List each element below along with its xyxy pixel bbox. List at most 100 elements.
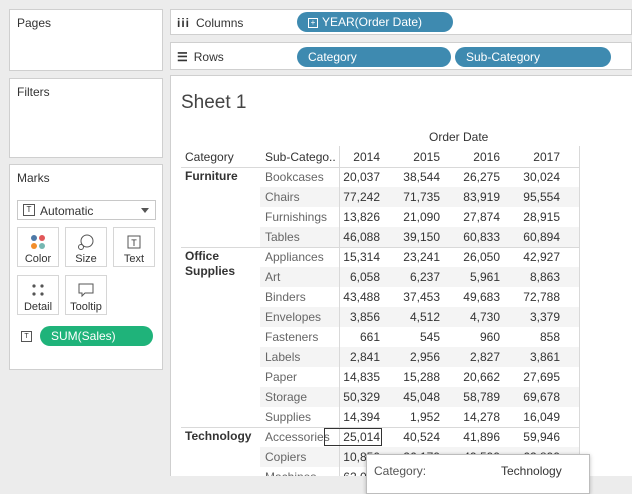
rows-shelf[interactable]: ☰ Rows Category Sub-Category [170,42,632,70]
sales-cell[interactable]: 858 [539,330,560,344]
sub-category-header[interactable]: Sub-Catego.. [265,150,336,164]
sub-category-pill[interactable]: Sub-Category [455,47,611,67]
sales-cell[interactable]: 5,961 [469,270,500,284]
sales-cell[interactable]: 60,833 [463,230,500,244]
rows-label: Rows [193,50,224,64]
sales-cell[interactable]: 6,058 [349,270,380,284]
sales-cell[interactable]: 14,278 [463,410,500,424]
sales-cell[interactable]: 661 [359,330,380,344]
year-header[interactable]: 2014 [353,150,380,164]
sales-cell[interactable]: 4,512 [409,310,440,324]
color-button[interactable]: Color [17,227,59,267]
sales-cell[interactable]: 28,915 [523,210,560,224]
sub-category-label[interactable]: Furnishings [265,210,328,224]
sales-cell[interactable]: 23,241 [403,250,440,264]
sub-category-label[interactable]: Supplies [265,410,312,424]
sales-cell[interactable]: 26,050 [463,250,500,264]
sales-cell[interactable]: 46,088 [343,230,380,244]
category-label[interactable]: Office Supplies [185,249,236,278]
sales-cell[interactable]: 15,288 [403,370,440,384]
sales-cell[interactable]: 2,956 [409,350,440,364]
sheet-view[interactable]: Sheet 1 Order Date Category Sub-Catego.. 2… [170,75,632,476]
sales-cell[interactable]: 59,946 [523,430,560,444]
sales-cell[interactable]: 69,678 [523,390,560,404]
sales-cell[interactable]: 40,524 [403,430,440,444]
year-header[interactable]: 2015 [413,150,440,164]
category-label[interactable]: Furniture [185,169,238,183]
sales-cell[interactable]: 15,314 [343,250,380,264]
sales-cell[interactable]: 545 [419,330,440,344]
sales-cell[interactable]: 16,049 [523,410,560,424]
sub-category-label[interactable]: Machines [265,470,316,476]
sub-category-label[interactable]: Accessories [265,430,330,444]
sales-cell[interactable]: 4,730 [469,310,500,324]
sales-cell[interactable]: 42,927 [523,250,560,264]
sales-cell[interactable]: 43,488 [343,290,380,304]
sales-cell[interactable]: 50,329 [343,390,380,404]
sales-cell[interactable]: 14,394 [343,410,380,424]
sales-cell[interactable]: 60,894 [523,230,560,244]
sales-cell[interactable]: 45,048 [403,390,440,404]
sales-cell[interactable]: 38,544 [403,170,440,184]
sales-cell[interactable]: 27,695 [523,370,560,384]
sales-cell[interactable]: 39,150 [403,230,440,244]
sales-cell[interactable]: 3,861 [529,350,560,364]
sales-cell[interactable]: 27,874 [463,210,500,224]
sales-cell[interactable]: 21,090 [403,210,440,224]
sum-sales-pill[interactable]: SUM(Sales) [40,326,153,346]
sub-category-label[interactable]: Appliances [265,250,324,264]
sales-cell[interactable]: 6,237 [409,270,440,284]
sales-cell[interactable]: 83,919 [463,190,500,204]
sub-category-label[interactable]: Binders [265,290,306,304]
sub-category-label[interactable]: Copiers [265,450,307,464]
sales-cell[interactable]: 960 [479,330,500,344]
detail-button[interactable]: Detail [17,275,59,315]
sales-cell[interactable]: 95,554 [523,190,560,204]
size-button[interactable]: Size [65,227,107,267]
sales-cell[interactable]: 20,662 [463,370,500,384]
sales-cell[interactable]: 14,835 [343,370,380,384]
sales-cell[interactable]: 30,024 [523,170,560,184]
year-header[interactable]: 2017 [533,150,560,164]
category-label[interactable]: Technology [185,429,252,443]
sales-cell[interactable]: 71,735 [403,190,440,204]
sales-cell[interactable]: 2,827 [469,350,500,364]
category-pill[interactable]: Category [297,47,451,67]
filters-panel[interactable]: Filters [9,78,163,158]
header-divider [181,167,579,168]
selected-sales-cell[interactable]: 25,014 [324,428,382,446]
pages-panel[interactable]: Pages [9,9,163,71]
sales-cell[interactable]: 77,242 [343,190,380,204]
sales-cell[interactable]: 58,789 [463,390,500,404]
sales-cell[interactable]: 2,841 [349,350,380,364]
filters-title: Filters [17,85,50,99]
sub-category-label[interactable]: Storage [265,390,308,404]
sub-category-label[interactable]: Labels [265,350,301,364]
sales-cell[interactable]: 37,453 [403,290,440,304]
sub-category-label[interactable]: Art [265,270,281,284]
sales-cell[interactable]: 3,379 [529,310,560,324]
sales-cell[interactable]: 8,863 [529,270,560,284]
sub-category-label[interactable]: Bookcases [265,170,324,184]
category-header[interactable]: Category [185,150,234,164]
text-button[interactable]: T Text [113,227,155,267]
sales-cell[interactable]: 13,826 [343,210,380,224]
sales-cell[interactable]: 20,037 [343,170,380,184]
sales-cell[interactable]: 3,856 [349,310,380,324]
year-order-date-pill[interactable]: + YEAR(Order Date) [297,12,453,32]
sales-cell[interactable]: 62,023 [326,470,380,476]
mark-type-dropdown[interactable]: T Automatic [17,200,156,220]
sub-category-label[interactable]: Envelopes [265,310,322,324]
columns-shelf[interactable]: iii Columns + YEAR(Order Date) [170,9,632,35]
sub-category-label[interactable]: Chairs [265,190,300,204]
sales-cell[interactable]: 49,683 [463,290,500,304]
sub-category-label[interactable]: Paper [265,370,298,384]
year-header[interactable]: 2016 [473,150,500,164]
sales-cell[interactable]: 1,952 [409,410,440,424]
sales-cell[interactable]: 72,788 [523,290,560,304]
sales-cell[interactable]: 26,275 [463,170,500,184]
sub-category-label[interactable]: Tables [265,230,300,244]
tooltip-button[interactable]: Tooltip [65,275,107,315]
sub-category-label[interactable]: Fasteners [265,330,319,344]
sales-cell[interactable]: 41,896 [463,430,500,444]
